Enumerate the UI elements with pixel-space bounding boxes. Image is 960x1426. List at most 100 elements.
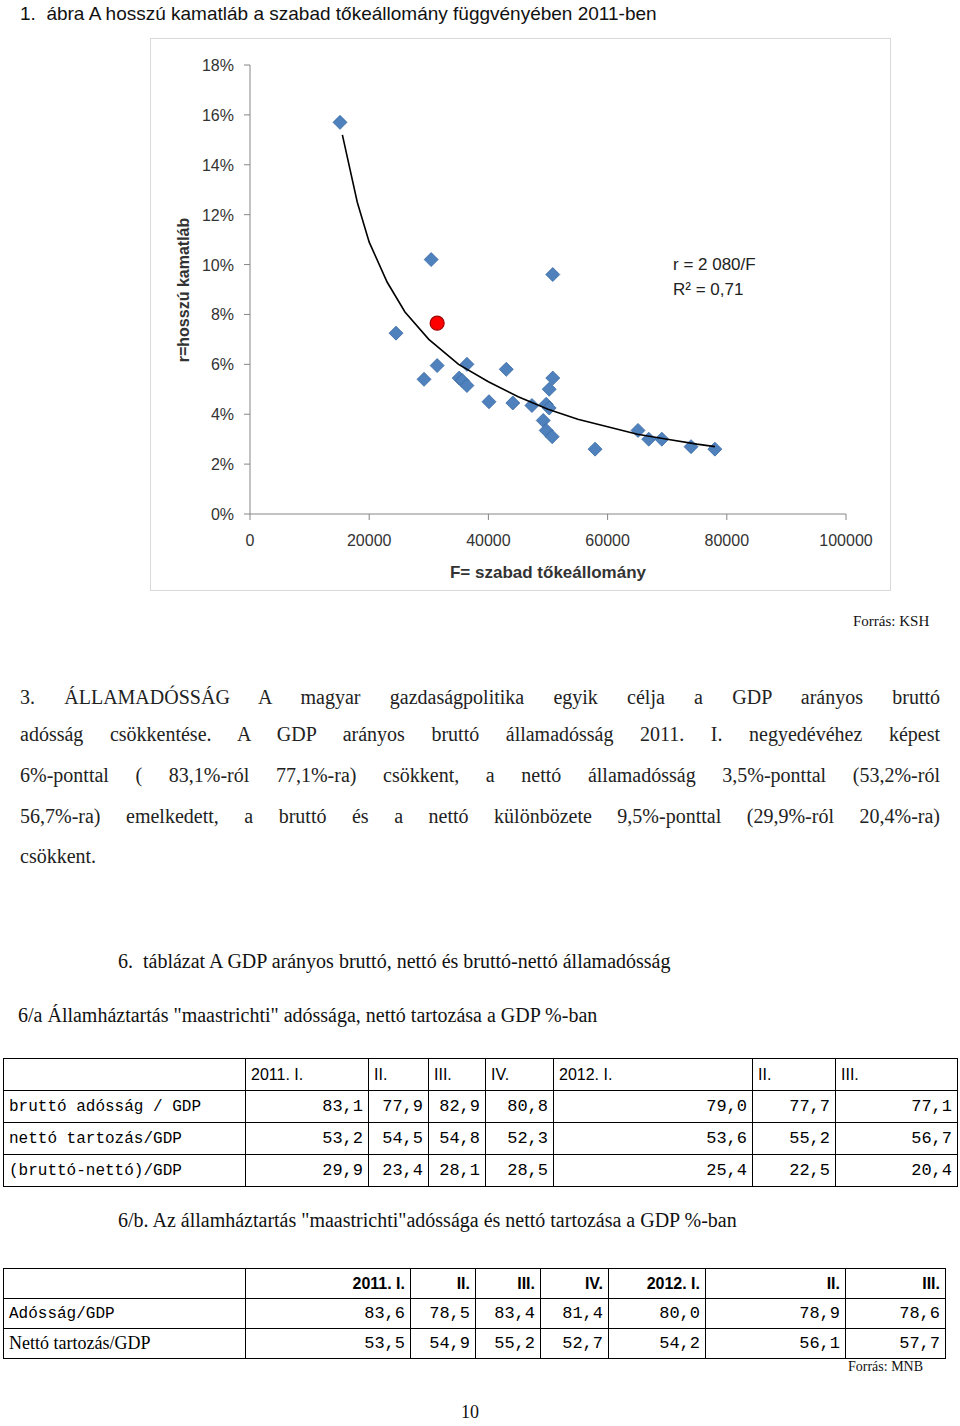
figure-caption: 1. ábra A hosszú kamatláb a szabad tőkeá…: [20, 3, 657, 25]
row-label: Nettó tartozás/GDP: [4, 1329, 246, 1359]
table-cell: 54,8: [429, 1123, 486, 1155]
scatter-point: [424, 253, 438, 267]
page-number: 10: [461, 1402, 479, 1423]
table-cell: 52,3: [486, 1123, 554, 1155]
scatter-point: [588, 442, 602, 456]
table-cell: 80,0: [609, 1299, 706, 1329]
table-cell: 53,6: [554, 1123, 753, 1155]
table-row: Adósság/GDP83,678,583,481,480,078,978,6: [4, 1299, 946, 1329]
scatter-point: [545, 430, 559, 444]
table-cell: 77,9: [369, 1091, 429, 1123]
scatter-point: [430, 359, 444, 373]
table-cell: 80,8: [486, 1091, 554, 1123]
paragraph-line: csökkent.: [20, 843, 940, 869]
table-cell: 81,4: [541, 1299, 609, 1329]
table-cell: 54,9: [411, 1329, 476, 1359]
table-cell: 78,6: [846, 1299, 946, 1329]
annotation: r = 2 080/F: [673, 255, 756, 274]
table-cell: 83,4: [476, 1299, 541, 1329]
header-cell: III.: [846, 1269, 946, 1299]
header-cell: [4, 1269, 246, 1299]
header-cell: II.: [411, 1269, 476, 1299]
scatter-point: [389, 326, 403, 340]
x-tick-label: 60000: [585, 532, 630, 549]
header-cell: II.: [706, 1269, 846, 1299]
table-cell: 83,1: [246, 1091, 369, 1123]
scatter-point: [506, 396, 520, 410]
y-tick-label: 16%: [202, 107, 234, 124]
table-cell: 78,5: [411, 1299, 476, 1329]
source-note: Forrás: MNB: [848, 1359, 923, 1375]
scatter-point: [546, 371, 560, 385]
table-row: bruttó adósság / GDP83,177,982,980,879,0…: [4, 1091, 958, 1123]
table-cell: 56,1: [706, 1329, 846, 1359]
scatter-point: [460, 379, 474, 393]
x-tick: [488, 514, 489, 520]
highlight-point: [430, 316, 444, 330]
header-cell: 2011. I.: [246, 1269, 411, 1299]
y-tick: [244, 65, 250, 66]
paragraph-line: 3. ÁLLAMADÓSSÁG A magyar gazdaságpolitik…: [20, 684, 940, 710]
scatter-point: [333, 115, 347, 129]
header-cell: [4, 1059, 246, 1091]
y-tick: [244, 114, 250, 115]
scatter-point: [542, 382, 556, 396]
header-cell: 2011. I.: [246, 1059, 369, 1091]
table-subtitle: 6/b. Az államháztartás "maastrichti"adós…: [118, 1209, 737, 1232]
header-cell: IV.: [541, 1269, 609, 1299]
row-label: bruttó adósság / GDP: [4, 1091, 246, 1123]
x-tick: [726, 514, 727, 520]
table-cell: 20,4: [836, 1155, 958, 1187]
y-axis-label: r=hosszú kamatláb: [175, 218, 192, 363]
table-cell: 83,6: [246, 1299, 411, 1329]
x-tick: [607, 514, 608, 520]
table-cell: 55,2: [476, 1329, 541, 1359]
table-row: (bruttó-nettó)/GDP29,923,428,128,525,422…: [4, 1155, 958, 1187]
table-subtitle: 6/a Államháztartás "maastrichti" adósság…: [18, 1004, 597, 1027]
paragraph-line: 6%-ponttal ( 83,1%-ról 77,1%-ra) csökken…: [20, 762, 940, 788]
row-label: Adósság/GDP: [4, 1299, 246, 1329]
table-title: 6. táblázat A GDP arányos bruttó, nettó …: [118, 950, 670, 973]
header-cell: III.: [429, 1059, 486, 1091]
table-cell: 54,5: [369, 1123, 429, 1155]
header-row: 2011. I.II.III.IV.2012. I.II.III.: [4, 1269, 946, 1299]
table-cell: 57,7: [846, 1329, 946, 1359]
table-cell: 82,9: [429, 1091, 486, 1123]
x-tick: [846, 514, 847, 520]
table-cell: 77,1: [836, 1091, 958, 1123]
x-axis-label: F= szabad tőkeállomány: [450, 563, 647, 582]
table-cell: 79,0: [554, 1091, 753, 1123]
annotation: R² = 0,71: [673, 280, 743, 299]
table-cell: 29,9: [246, 1155, 369, 1187]
x-tick-label: 100000: [819, 532, 872, 549]
scatter-point: [482, 395, 496, 409]
x-tick-label: 40000: [466, 532, 511, 549]
table-cell: 54,2: [609, 1329, 706, 1359]
y-tick: [244, 314, 250, 315]
scatter-point: [499, 362, 513, 376]
chart: 0%2%4%6%8%10%12%14%16%18%020000400006000…: [0, 0, 960, 600]
y-tick-label: 12%: [202, 207, 234, 224]
header-cell: III.: [476, 1269, 541, 1299]
y-tick-label: 0%: [211, 506, 234, 523]
header-cell: II.: [369, 1059, 429, 1091]
y-tick-label: 8%: [211, 306, 234, 323]
table-cell: 77,7: [753, 1091, 836, 1123]
header-cell: II.: [753, 1059, 836, 1091]
header-cell: 2012. I.: [609, 1269, 706, 1299]
x-tick-label: 80000: [705, 532, 750, 549]
table-cell: 78,9: [706, 1299, 846, 1329]
table-cell: 53,2: [246, 1123, 369, 1155]
header-cell: III.: [836, 1059, 958, 1091]
y-tick: [244, 214, 250, 215]
data-table: 2011. I.II.III.IV.2012. I.II.III.bruttó …: [3, 1058, 958, 1187]
paragraph-line: 56,7%-ra) emelkedett, a bruttó és a nett…: [20, 803, 940, 829]
y-tick-label: 6%: [211, 356, 234, 373]
x-tick: [369, 514, 370, 520]
x-tick: [250, 514, 251, 520]
row-label: nettó tartozás/GDP: [4, 1123, 246, 1155]
plot-area: [333, 115, 722, 456]
header-cell: IV.: [486, 1059, 554, 1091]
paragraph-line: adósság csökkentése. A GDP arányos brutt…: [20, 721, 940, 747]
x-tick-label: 0: [246, 532, 255, 549]
